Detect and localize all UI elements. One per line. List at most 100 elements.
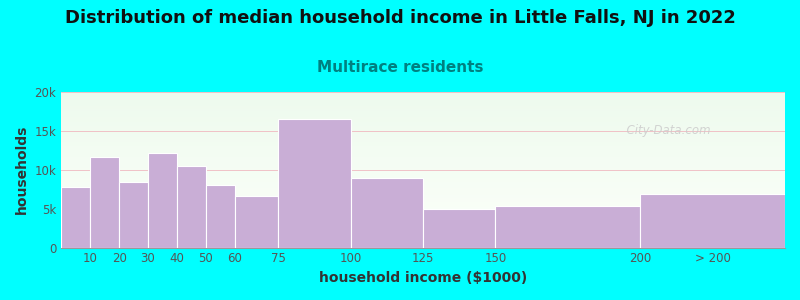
Bar (278, 119, 350, 248)
Bar (61, 226, 785, 227)
Bar (61, 156, 785, 157)
Bar (61, 160, 785, 162)
Bar (61, 173, 785, 175)
Bar (177, 166, 206, 247)
Bar (61, 111, 785, 112)
Text: Distribution of median household income in Little Falls, NJ in 2022: Distribution of median household income … (65, 9, 735, 27)
Bar (235, 196, 278, 248)
Bar (61, 181, 785, 182)
Bar (61, 167, 785, 168)
Bar (61, 108, 785, 109)
Bar (61, 165, 785, 167)
Bar (61, 136, 785, 137)
Bar (61, 188, 785, 190)
Bar (61, 109, 785, 111)
Bar (61, 218, 785, 220)
Bar (61, 120, 785, 122)
Bar (61, 179, 785, 181)
Bar (61, 209, 785, 210)
Bar (61, 170, 785, 171)
Bar (61, 150, 785, 151)
Bar (61, 151, 785, 153)
Bar (61, 122, 785, 123)
Bar (61, 175, 785, 176)
Bar (61, 223, 785, 224)
Bar (61, 212, 785, 213)
Bar (61, 202, 785, 204)
Bar (61, 220, 785, 221)
Bar (61, 159, 785, 160)
Bar (61, 95, 785, 97)
Bar (61, 204, 785, 206)
Bar (61, 92, 785, 94)
Bar (61, 125, 785, 126)
Bar (61, 196, 785, 198)
Bar (61, 115, 785, 117)
Bar (61, 139, 785, 140)
Bar (61, 140, 785, 142)
Bar (61, 154, 785, 156)
Bar (61, 94, 785, 95)
Bar (61, 190, 785, 192)
Bar (61, 185, 785, 187)
Bar (61, 243, 785, 244)
Bar (61, 133, 785, 134)
Bar (61, 210, 785, 212)
Bar (61, 153, 785, 154)
Bar (119, 182, 148, 248)
Bar (61, 118, 785, 120)
Bar (61, 112, 785, 114)
Bar (640, 194, 785, 248)
Bar (61, 137, 785, 139)
Bar (61, 129, 785, 131)
Bar (61, 145, 785, 146)
Bar (61, 103, 785, 104)
Bar (61, 114, 785, 115)
Bar (61, 221, 785, 223)
Bar (61, 229, 785, 230)
Bar (61, 178, 785, 179)
Bar (61, 230, 785, 232)
Bar (90, 157, 119, 248)
Bar (61, 131, 785, 133)
Bar (61, 100, 785, 101)
Bar (61, 97, 785, 98)
Bar (61, 206, 785, 207)
Bar (61, 238, 785, 240)
Bar (61, 168, 785, 170)
Bar (61, 128, 785, 129)
Bar (61, 198, 785, 200)
Bar (61, 200, 785, 201)
Bar (61, 171, 785, 173)
Bar (61, 162, 785, 164)
Y-axis label: households: households (15, 125, 29, 214)
Bar (61, 215, 785, 217)
Bar (61, 104, 785, 106)
Bar (148, 154, 177, 247)
Bar (61, 192, 785, 193)
Bar (61, 227, 785, 229)
Bar (61, 164, 785, 165)
Bar (61, 242, 785, 243)
Bar (206, 185, 235, 248)
Bar (61, 234, 785, 235)
Bar (61, 157, 785, 159)
Bar (61, 235, 785, 237)
Bar (61, 240, 785, 242)
Bar (423, 209, 495, 248)
Bar (61, 148, 785, 150)
Bar (61, 187, 90, 248)
Text: Multirace residents: Multirace residents (317, 60, 483, 75)
Bar (61, 106, 785, 108)
Text: City-Data.com: City-Data.com (618, 124, 710, 137)
Bar (61, 217, 785, 218)
Bar (350, 178, 423, 248)
Bar (61, 142, 785, 143)
Bar (61, 98, 785, 100)
Bar (61, 195, 785, 196)
Bar (61, 244, 785, 246)
Bar (495, 206, 640, 248)
Bar (61, 134, 785, 136)
Bar (61, 246, 785, 247)
Bar (61, 176, 785, 178)
